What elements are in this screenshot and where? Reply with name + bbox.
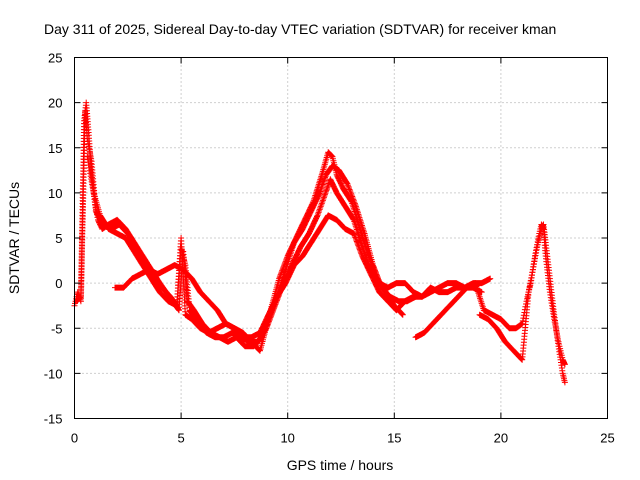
series-track-3 bbox=[84, 153, 494, 345]
x-axis-label: GPS time / hours bbox=[287, 457, 394, 473]
series-track-5 bbox=[412, 221, 568, 368]
y-tick-label: 0 bbox=[55, 276, 62, 291]
series-track-6 bbox=[476, 221, 568, 386]
x-tick-label: 5 bbox=[177, 431, 184, 446]
chart-title: Day 311 of 2025, Sidereal Day-to-day VTE… bbox=[44, 21, 556, 37]
y-tick-label: 15 bbox=[48, 141, 62, 156]
grid-layer bbox=[74, 57, 608, 419]
data-marks bbox=[71, 99, 568, 386]
x-tick-label: 10 bbox=[280, 431, 294, 446]
y-tick-label: 5 bbox=[55, 231, 62, 246]
data-point-markers bbox=[73, 108, 419, 354]
data-point-markers bbox=[84, 153, 494, 345]
x-tick-label: 0 bbox=[71, 431, 78, 446]
x-tick-label: 15 bbox=[387, 431, 401, 446]
y-tick-label: 25 bbox=[48, 51, 62, 66]
x-tick-label: 20 bbox=[494, 431, 508, 446]
data-point-markers bbox=[112, 212, 485, 341]
y-axis-label: SDTVAR / TECUs bbox=[6, 182, 22, 294]
plot-frame bbox=[74, 57, 608, 419]
data-point-markers bbox=[476, 221, 568, 386]
series-track-2 bbox=[73, 108, 419, 354]
y-tick-label: 10 bbox=[48, 186, 62, 201]
data-point-markers bbox=[412, 221, 568, 368]
x-tick-labels: 0 5 10 15 20 25 bbox=[71, 431, 615, 446]
y-tick-labels: -15 -10 -5 0 5 10 15 20 25 bbox=[44, 51, 63, 427]
series-track-4 bbox=[112, 212, 485, 341]
x-tick-label: 25 bbox=[600, 431, 614, 446]
y-tick-label: 20 bbox=[48, 96, 62, 111]
y-tick-label: -10 bbox=[44, 366, 63, 381]
y-tick-label: -5 bbox=[51, 321, 63, 336]
y-tick-label: -15 bbox=[44, 412, 63, 427]
axis-ticks bbox=[74, 57, 608, 419]
